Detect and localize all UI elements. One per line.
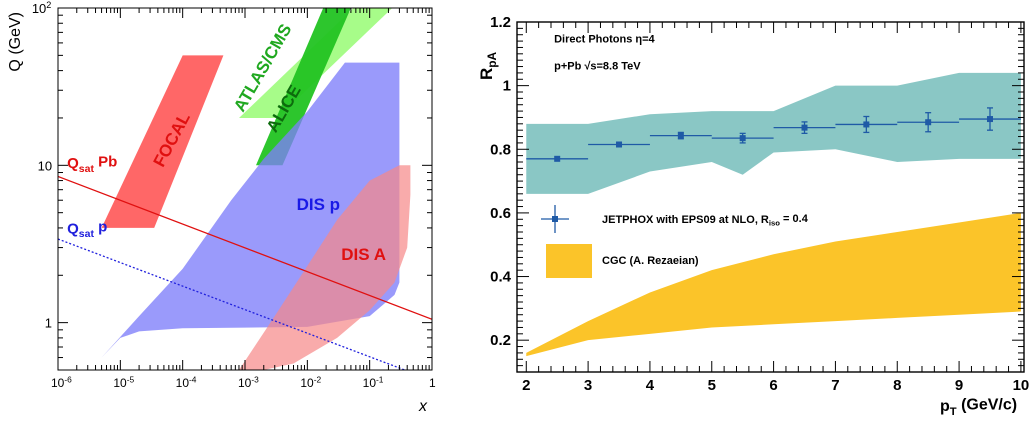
x-axis-title: x — [418, 398, 428, 415]
legend-marker — [552, 216, 558, 222]
x-axis-title: pT (GeV/c) — [940, 396, 1017, 418]
y-tick-label: 1 — [45, 316, 52, 331]
x-tick-label: 10-3 — [238, 374, 259, 390]
data-point — [677, 132, 684, 139]
data-point — [863, 121, 870, 128]
qsat-line-pb — [58, 175, 432, 320]
region-label: DIS A — [341, 245, 386, 264]
plot-area — [58, 8, 432, 370]
x-tick-label: 10-2 — [300, 374, 321, 390]
data-point — [925, 119, 932, 126]
data-point — [801, 124, 808, 131]
y-tick-label: 10 — [38, 158, 52, 173]
y-tick-label: 0.2 — [490, 332, 511, 349]
cgc-band — [526, 212, 1021, 357]
data-point — [554, 155, 561, 162]
x-tick-label: 7 — [831, 377, 839, 394]
legend-entry-label: CGC (A. Rezaeian) — [602, 255, 699, 267]
y-axis-title: Q (GeV) — [7, 12, 24, 72]
region-alice — [256, 8, 351, 166]
x-tick-label: 8 — [893, 377, 901, 394]
legend-entry-label: JETPHOX with EPS09 at NLO, Riso = 0.4 — [602, 213, 809, 228]
data-point — [739, 135, 746, 142]
y-tick-label: 0.4 — [490, 269, 512, 286]
legend-swatch — [546, 244, 592, 278]
x-tick-label: 5 — [708, 377, 716, 394]
x-tick-label: 1 — [429, 376, 436, 390]
y-axis-title: RpA — [477, 51, 499, 80]
annotation-text: Direct Photons η=4 — [554, 34, 655, 46]
y-tick-label: 1 — [503, 78, 511, 95]
data-point — [616, 141, 623, 148]
region-focal — [101, 55, 224, 228]
region-dis-a — [239, 165, 411, 370]
data-point — [986, 116, 993, 123]
region-label: DIS p — [297, 195, 340, 214]
x-tick-label: 4 — [646, 377, 655, 394]
x-tick-label: 10-4 — [176, 374, 197, 390]
rpa-plot: 2 3 4 5 6 7 8 9 10 0.2 0.4 0.6 0.8 1 1.2 pT (GeV/c) RpA D… — [477, 14, 1029, 418]
annotation-text: p+Pb √s=8.8 TeV — [554, 61, 641, 73]
jetphox-uncertainty-band — [526, 72, 1021, 194]
plot-frame — [516, 21, 1025, 373]
qsat-label-p: Qsat p — [67, 219, 107, 240]
x-tick-label: 2 — [522, 377, 530, 394]
qsat-label-pb: Qsat Pb — [67, 154, 117, 175]
y-tick-label: 102 — [32, 0, 52, 16]
x-tick-label: 3 — [584, 377, 592, 394]
y-tick-label: 0.6 — [490, 205, 511, 222]
y-tick-label: 0.8 — [490, 141, 511, 158]
y-tick-label: 1.2 — [490, 14, 511, 31]
x-tick-label: 10-6 — [51, 374, 72, 390]
x-tick-label: 6 — [769, 377, 777, 394]
x-tick-label: 10 — [1013, 377, 1030, 394]
x-tick-label: 10-1 — [363, 374, 384, 390]
qsat-line-p — [58, 238, 407, 370]
x-tick-label: 9 — [955, 377, 963, 394]
x-tick-label: 10-5 — [113, 374, 134, 390]
